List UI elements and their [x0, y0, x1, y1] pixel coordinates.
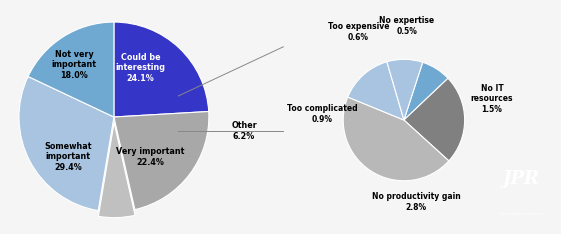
Text: Too expensive
0.6%: Too expensive 0.6% [328, 22, 389, 42]
Wedge shape [114, 22, 209, 117]
Wedge shape [404, 62, 448, 120]
Text: No IT
resources
1.5%: No IT resources 1.5% [471, 84, 513, 114]
Text: JPR: JPR [503, 170, 540, 188]
Text: Too complicated
0.9%: Too complicated 0.9% [287, 104, 357, 124]
Text: Could be
interesting
24.1%: Could be interesting 24.1% [116, 53, 165, 83]
Text: Very important
22.4%: Very important 22.4% [116, 147, 184, 167]
Wedge shape [98, 123, 135, 218]
Text: Not very
important
18.0%: Not very important 18.0% [52, 50, 96, 80]
Wedge shape [19, 77, 114, 211]
Wedge shape [404, 78, 465, 161]
Text: Other
6.2%: Other 6.2% [231, 121, 257, 141]
Text: Jon Peddie Research: Jon Peddie Research [500, 212, 544, 216]
Wedge shape [28, 22, 114, 117]
Wedge shape [343, 97, 449, 181]
Text: No expertise
0.5%: No expertise 0.5% [379, 16, 435, 36]
Text: Somewhat
important
29.4%: Somewhat important 29.4% [45, 142, 92, 172]
Wedge shape [114, 111, 209, 210]
Wedge shape [348, 62, 404, 120]
Text: No productivity gain
2.8%: No productivity gain 2.8% [372, 192, 461, 212]
Wedge shape [387, 59, 422, 120]
